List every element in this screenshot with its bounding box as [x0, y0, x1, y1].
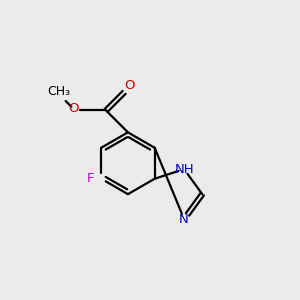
Text: NH: NH	[174, 163, 194, 176]
Text: F: F	[86, 172, 94, 185]
Text: N: N	[179, 213, 189, 226]
Text: CH₃: CH₃	[47, 85, 70, 98]
Text: O: O	[124, 79, 135, 92]
Text: O: O	[68, 102, 79, 115]
